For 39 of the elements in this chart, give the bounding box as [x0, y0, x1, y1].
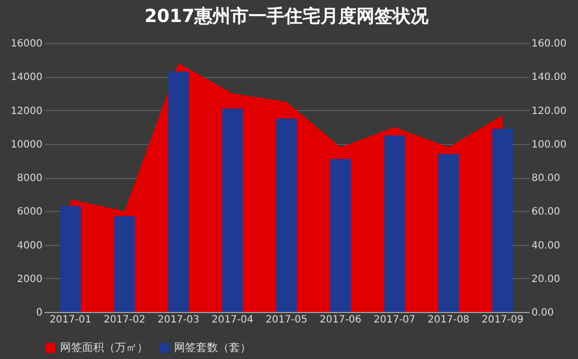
x-tick-label: 2017-02 [104, 314, 146, 326]
y-tick-label: 12000 [10, 106, 42, 117]
y2-tick-label: 0.00 [532, 308, 554, 318]
y2-tick-label: 140.00 [532, 72, 566, 84]
bar [276, 118, 297, 312]
y-tick-label: 16000 [10, 38, 42, 50]
y-tick-label: 6000 [17, 206, 42, 218]
x-tick-label: 2017-05 [266, 314, 308, 326]
x-tick-label: 2017-06 [320, 314, 362, 326]
y-tick-label: 14000 [10, 72, 42, 84]
legend-label: 网签面积（万㎡） [60, 341, 148, 354]
bar [222, 108, 243, 312]
x-tick-label: 2017-08 [428, 314, 470, 326]
y-tick-label: 0 [36, 308, 42, 318]
bar [330, 159, 351, 312]
chart-title: 2017惠州市一手住宅月度网签状况 [144, 6, 430, 27]
bar [60, 206, 81, 312]
y2-tick-label: 160.00 [532, 38, 566, 50]
y2-tick-label: 80.00 [532, 173, 560, 184]
y2-tick-label: 100.00 [532, 139, 566, 150]
bar [168, 72, 189, 312]
y2-tick-label: 60.00 [532, 206, 560, 218]
y-tick-label: 4000 [17, 240, 42, 252]
bar [114, 216, 135, 312]
y-tick-label: 10000 [10, 139, 42, 150]
x-tick-label: 2017-07 [374, 314, 416, 326]
y2-tick-label: 120.00 [532, 106, 566, 117]
y-tick-label: 2000 [17, 274, 42, 285]
y-tick-label: 8000 [17, 173, 42, 184]
bar [492, 128, 513, 312]
x-tick-label: 2017-03 [158, 314, 200, 326]
y2-tick-label: 20.00 [532, 274, 560, 285]
bar [384, 135, 405, 312]
legend-label: 网签套数（套） [174, 341, 251, 354]
x-tick-label: 2017-04 [212, 314, 254, 326]
x-tick-label: 2017-09 [482, 314, 524, 326]
x-tick-label: 2017-01 [50, 314, 92, 326]
y2-tick-label: 40.00 [532, 240, 560, 252]
bar [438, 154, 459, 312]
